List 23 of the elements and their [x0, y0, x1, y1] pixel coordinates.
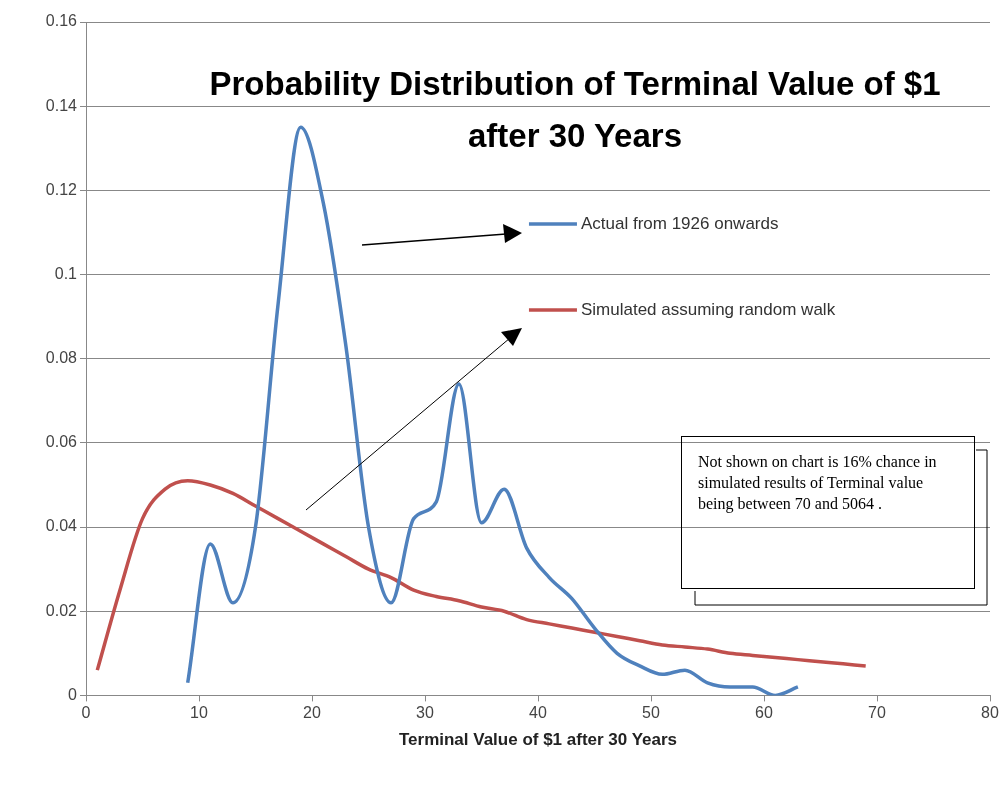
- y-tick-label: 0.08: [45, 349, 78, 367]
- y-tick-label: 0.04: [45, 517, 78, 535]
- x-tick-label: 70: [868, 704, 886, 722]
- x-tick-label: 80: [981, 704, 999, 722]
- legend-label: Actual from 1926 onwards: [580, 213, 779, 233]
- y-tick-label: 0.12: [45, 180, 78, 198]
- y-tick-label: 0.16: [45, 12, 78, 30]
- x-tick-label: 60: [755, 704, 773, 722]
- y-tick-label: 0.02: [45, 601, 78, 619]
- x-tick-label: 30: [416, 704, 434, 722]
- x-tick-label: 50: [642, 704, 660, 722]
- text: Probability Distribution of Terminal Value of $1 after 30 Years: [208, 64, 942, 156]
- legend-label: Simulated assuming random walk: [580, 299, 836, 319]
- x-tick-label: 10: [190, 704, 208, 722]
- x-tick-label: 40: [529, 704, 547, 722]
- x-axis-title: Terminal Value of $1 after 30 Years: [398, 730, 678, 750]
- x-tick-label: 20: [303, 704, 321, 722]
- annotation: Not shown on chart is 16% chance in simulated results of Terminal value being between 70 and 5064 .: [681, 436, 975, 589]
- y-tick-label: 0.14: [45, 96, 78, 114]
- y-tick-label: 0.06: [45, 433, 78, 451]
- y-tick-label: 0.1: [54, 264, 78, 282]
- x-tick-label: 0: [81, 704, 91, 722]
- y-tick-label: 0: [68, 685, 78, 703]
